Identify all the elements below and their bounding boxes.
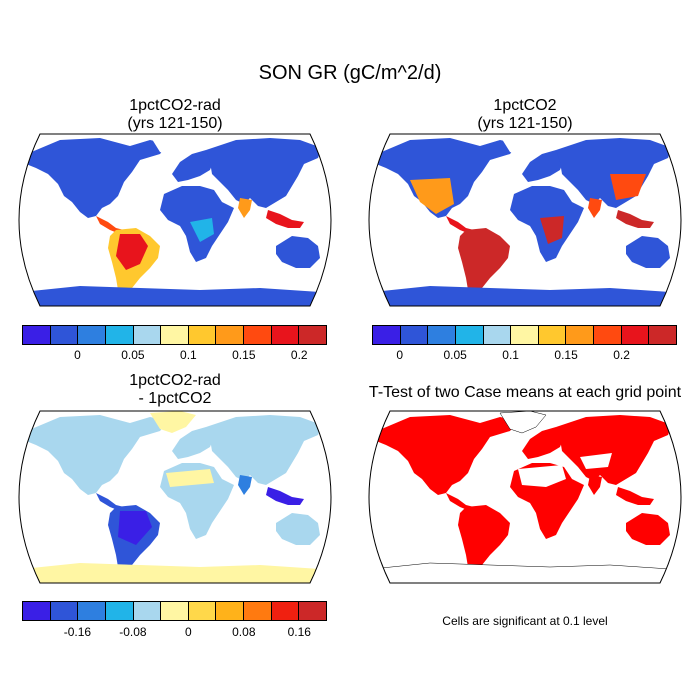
- panel3-colorbar-labels: -0.16 -0.08 0 0.08 0.16: [22, 625, 327, 641]
- colorbar-swatch: [50, 326, 79, 344]
- panel2-colorbar: [372, 325, 677, 345]
- colorbar-swatch: [271, 602, 300, 620]
- colorbar-label: 0.2: [290, 348, 308, 362]
- panel1-title-line2: (yrs 121-150): [127, 115, 223, 132]
- colorbar-label: 0: [396, 348, 404, 362]
- panel1-colorbar: [22, 325, 327, 345]
- panel2-colorbar-labels: 0 0.05 0.1 0.15 0.2: [372, 348, 677, 364]
- colorbar-swatch: [105, 326, 134, 344]
- colorbar-label: 0: [74, 348, 81, 362]
- colorbar-swatch: [649, 326, 677, 344]
- colorbar-swatch: [188, 326, 217, 344]
- figure-title: SON GR (gC/m^2/d): [258, 62, 442, 84]
- colorbar-swatch: [244, 326, 272, 344]
- colorbar-swatch: [594, 326, 622, 344]
- colorbar-label: 0.05: [121, 348, 145, 362]
- colorbar-swatch: [216, 326, 245, 344]
- colorbar-swatch: [105, 602, 134, 620]
- panel2-title-line1: 1pctCO2: [493, 97, 557, 114]
- colorbar-label: 0.1: [502, 348, 519, 362]
- panel4-title: T-Test of two Case means at each grid po…: [355, 384, 695, 402]
- panel3-title: 1pctCO2-rad - 1pctCO2: [40, 372, 310, 408]
- colorbar-swatch: [428, 326, 456, 344]
- colorbar-label: -0.16: [63, 625, 92, 639]
- colorbar-label: 0.05: [443, 348, 467, 362]
- colorbar-label: 0.1: [180, 348, 197, 362]
- colorbar-swatch: [78, 602, 106, 620]
- panel4-map: [368, 410, 682, 584]
- colorbar-swatch: [538, 326, 567, 344]
- colorbar-swatch: [299, 326, 327, 344]
- colorbar-swatch: [455, 326, 484, 344]
- colorbar-swatch: [511, 326, 539, 344]
- colorbar-swatch: [133, 326, 162, 344]
- colorbar-swatch: [23, 326, 51, 344]
- colorbar-swatch: [161, 602, 189, 620]
- ttest-note: Cells are significant at 0.1 level: [442, 614, 608, 628]
- colorbar-swatch: [78, 326, 106, 344]
- panel3-colorbar: [22, 601, 327, 621]
- colorbar-label: 0: [185, 625, 192, 639]
- colorbar-swatch: [621, 326, 650, 344]
- panel2-title-line2: (yrs 121-150): [477, 115, 573, 132]
- panel2-title: 1pctCO2 (yrs 121-150): [390, 97, 660, 133]
- colorbar-swatch: [299, 602, 327, 620]
- colorbar-label: 0.08: [232, 625, 256, 639]
- colorbar-label: 0.15: [232, 348, 256, 362]
- colorbar-swatch: [271, 326, 300, 344]
- colorbar-label: 0.15: [554, 348, 578, 362]
- panel2-map: [368, 133, 682, 307]
- panel4-title-line1: T-Test of two Case means at each grid po…: [368, 384, 682, 401]
- panel3-map: [18, 410, 332, 584]
- colorbar-label: -0.08: [119, 625, 147, 639]
- panel1-colorbar-labels: 0 0.05 0.1 0.15 0.2: [22, 348, 327, 364]
- colorbar-swatch: [483, 326, 512, 344]
- colorbar-swatch: [566, 326, 595, 344]
- colorbar-swatch: [373, 326, 401, 344]
- colorbar-label: 0.2: [613, 348, 630, 362]
- panel3-title-line1: 1pctCO2-rad: [129, 372, 221, 389]
- panel1-map: [18, 133, 332, 307]
- colorbar-swatch: [161, 326, 189, 344]
- panel1-title-line1: 1pctCO2-rad: [129, 97, 221, 114]
- colorbar-swatch: [400, 326, 429, 344]
- panel1-title: 1pctCO2-rad (yrs 121-150): [40, 97, 310, 133]
- colorbar-swatch: [50, 602, 79, 620]
- colorbar-swatch: [23, 602, 51, 620]
- colorbar-swatch: [133, 602, 162, 620]
- colorbar-swatch: [216, 602, 245, 620]
- colorbar-label: 0.16: [287, 625, 311, 639]
- panel3-title-line2: - 1pctCO2: [138, 390, 212, 407]
- colorbar-swatch: [188, 602, 217, 620]
- colorbar-swatch: [244, 602, 272, 620]
